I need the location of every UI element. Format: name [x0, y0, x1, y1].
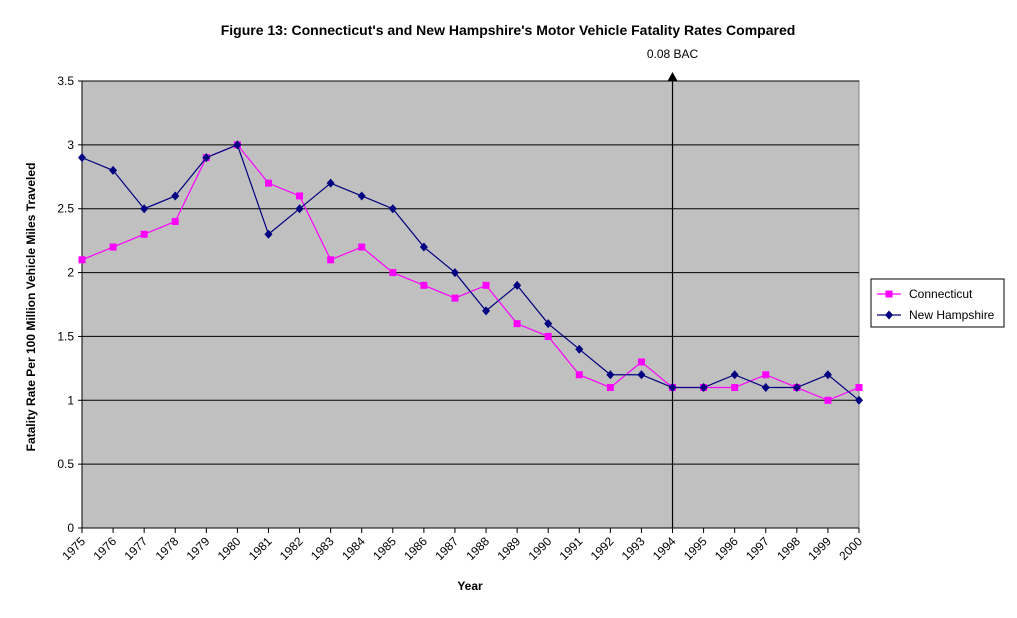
y-tick-label: 2.5	[57, 202, 74, 216]
new-hampshire-point	[78, 153, 86, 163]
x-tick-label: 1980	[215, 534, 244, 563]
x-tick-label: 1985	[370, 534, 399, 563]
new-hampshire-point	[575, 344, 584, 354]
legend-marker-connecticut	[885, 290, 893, 298]
connecticut-point	[420, 281, 428, 289]
new-hampshire-point	[419, 242, 428, 252]
x-tick-label: 1998	[774, 534, 803, 563]
legend-label-connecticut: Connecticut	[909, 287, 973, 301]
new-hampshire-point	[823, 370, 832, 380]
x-tick-label: 1983	[308, 534, 337, 563]
y-tick-label: 2	[67, 266, 74, 280]
x-tick-label: 1993	[619, 534, 648, 563]
new-hampshire-point	[140, 204, 149, 214]
annotation-label: 0.08 BAC	[647, 47, 699, 61]
connecticut-point	[140, 230, 148, 238]
new-hampshire-point	[450, 268, 459, 278]
x-tick-label: 1994	[650, 534, 679, 563]
x-tick-label: 1982	[277, 534, 306, 563]
connecticut-point	[296, 192, 304, 200]
connecticut-point	[762, 371, 770, 379]
legend-marker-new-hampshire	[885, 310, 893, 320]
annotation-arrowhead	[667, 72, 678, 81]
new-hampshire-point	[357, 191, 366, 201]
new-hampshire-point	[171, 191, 180, 201]
x-tick-label: 1995	[681, 534, 710, 563]
new-hampshire-point	[606, 370, 615, 380]
x-tick-label: 1997	[743, 534, 772, 563]
plot-area: 0 0.5 1 1.5 2 2.5 3 3.5 1975 1976 1977 1978 1979 1980…	[57, 47, 865, 563]
x-tick-label: 1999	[805, 534, 834, 563]
new-hampshire-point	[295, 204, 304, 214]
x-tick-label: 1979	[184, 534, 213, 563]
new-hampshire-point	[264, 229, 273, 239]
x-tick-label: 1990	[526, 534, 555, 563]
connecticut-point	[513, 320, 521, 328]
connecticut-point	[855, 384, 863, 392]
plot-background	[81, 80, 860, 529]
x-tick-label: 1992	[588, 534, 617, 563]
new-hampshire-point	[730, 370, 739, 380]
connecticut-point	[78, 256, 86, 264]
y-tick-label: 1	[67, 393, 74, 407]
y-tick-label: 1.5	[57, 329, 74, 343]
connecticut-point	[389, 269, 397, 277]
x-tick-label: 1984	[339, 534, 368, 563]
x-tick-label: 1976	[90, 534, 119, 563]
x-axis-label: Year	[457, 579, 483, 593]
legend: Connecticut New Hampshire	[870, 278, 1005, 328]
x-tick-label: 1978	[153, 534, 182, 563]
new-hampshire-point	[761, 383, 770, 393]
y-tick-label: 3	[67, 138, 74, 152]
x-tick-label: 1981	[246, 534, 275, 563]
x-tick-label: 1986	[401, 534, 430, 563]
connecticut-point	[171, 217, 179, 225]
connecticut-point	[109, 243, 117, 251]
new-hampshire-line	[81, 144, 860, 401]
new-hampshire-point	[202, 153, 211, 163]
connecticut-point	[606, 384, 614, 392]
x-tick-label: 1996	[712, 534, 741, 563]
y-tick-label: 0	[67, 521, 74, 535]
connecticut-point	[482, 281, 490, 289]
x-tick-label: 1988	[463, 534, 492, 563]
x-tick-label: 2000	[836, 534, 865, 563]
x-tick-label: 1975	[59, 534, 88, 563]
connecticut-point	[264, 179, 272, 187]
new-hampshire-point	[482, 306, 491, 316]
connecticut-point	[575, 371, 583, 379]
new-hampshire-point	[637, 370, 646, 380]
connecticut-point	[358, 243, 366, 251]
legend-label-new-hampshire: New Hampshire	[909, 308, 995, 322]
legend-box	[870, 278, 1005, 328]
new-hampshire-point	[388, 204, 397, 214]
connecticut-point	[544, 332, 552, 340]
new-hampshire-point	[699, 383, 708, 393]
y-tick-label: 3.5	[57, 74, 74, 88]
x-tick-label: 1977	[121, 534, 150, 563]
new-hampshire-point	[855, 395, 863, 405]
new-hampshire-point	[792, 383, 801, 393]
new-hampshire-point	[326, 178, 335, 188]
new-hampshire-point	[233, 140, 242, 150]
chart-title: Figure 13: Connecticut's and New Hampshi…	[221, 22, 796, 38]
new-hampshire-point	[668, 383, 677, 393]
y-axis-label: Fatality Rate Per 100 Million Vehicle Mi…	[24, 163, 38, 452]
x-tick-label: 1989	[494, 534, 523, 563]
x-tick-label: 1987	[432, 534, 461, 563]
connecticut-point	[824, 396, 832, 404]
new-hampshire-point	[513, 280, 522, 290]
connecticut-point	[327, 256, 335, 264]
connecticut-point	[731, 384, 739, 392]
y-tick-label: 0.5	[57, 457, 74, 471]
new-hampshire-point	[544, 319, 553, 329]
connecticut-point	[451, 294, 459, 302]
x-tick-label: 1991	[557, 534, 586, 563]
connecticut-point	[637, 358, 645, 366]
new-hampshire-point	[109, 165, 118, 175]
